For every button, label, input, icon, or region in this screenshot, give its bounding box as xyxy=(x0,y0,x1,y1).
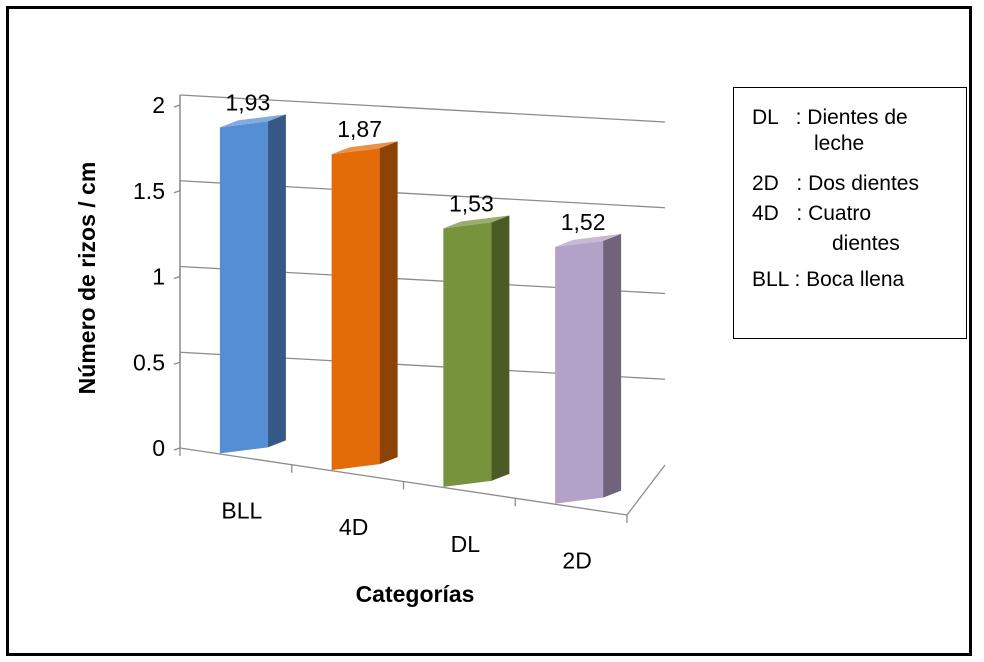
legend-text: Dos dientes xyxy=(808,172,919,195)
axes xyxy=(173,104,666,523)
x-tick-label: BLL xyxy=(221,497,262,523)
legend-text: Dientes de xyxy=(807,106,908,129)
bar-side xyxy=(603,233,622,498)
legend-item-2d: 2D : Dos dientes xyxy=(752,172,919,196)
bar-2d xyxy=(555,233,622,504)
legend-code: 4D xyxy=(752,202,779,225)
y-tick-label: 1.5 xyxy=(133,178,165,204)
y-axis-title: Número de rizos / cm xyxy=(74,162,100,395)
bar-bll xyxy=(219,114,286,454)
y-tick xyxy=(173,104,181,108)
y-tick-label: 2 xyxy=(152,92,165,118)
legend-code: 2D xyxy=(752,172,779,195)
bar-front xyxy=(443,222,492,487)
labels: 0 0.5 1 1.5 2 1,93 BLL 1,87 4D 1,53 DL 1,52 2D xyxy=(133,89,605,573)
data-label: 1,53 xyxy=(449,190,494,216)
legend: DL : Dientes de leche 2D : Dos dientes 4… xyxy=(733,87,967,339)
data-label: 1,93 xyxy=(225,89,270,115)
bar-side xyxy=(267,114,286,448)
gridline xyxy=(179,94,666,123)
y-tick-label: 0.5 xyxy=(133,349,165,375)
legend-item-dl: DL : Dientes de xyxy=(752,106,908,130)
data-label: 1,52 xyxy=(561,209,606,235)
x-tick-label: DL xyxy=(451,531,481,557)
legend-sep: : xyxy=(796,202,803,225)
y-tick-label: 1 xyxy=(152,264,165,290)
floor-right-edge xyxy=(626,464,666,516)
legend-item-4d-cont: dientes xyxy=(832,232,900,255)
legend-sep: : xyxy=(795,106,802,129)
legend-text: Boca llena xyxy=(806,268,905,291)
legend-item-bll: BLL : Boca llena xyxy=(752,268,904,292)
bar-side xyxy=(379,141,398,465)
y-tick xyxy=(173,447,181,451)
legend-sep: : xyxy=(796,172,803,195)
bar-side xyxy=(491,215,510,481)
legend-text: Cuatro xyxy=(808,202,872,225)
y-tick-label: 0 xyxy=(152,435,165,461)
legend-code: DL xyxy=(752,106,779,129)
bar-front xyxy=(555,240,604,504)
x-axis-title: Categorías xyxy=(356,581,475,607)
bar-front xyxy=(331,148,380,471)
bars xyxy=(219,114,622,504)
data-label: 1,87 xyxy=(337,116,382,142)
bar-front xyxy=(219,121,268,454)
bar-top xyxy=(331,141,398,155)
bar-top xyxy=(443,215,510,229)
y-tick xyxy=(173,190,181,194)
legend-code: BLL xyxy=(752,268,789,291)
x-tick-label: 2D xyxy=(562,548,591,574)
bar-top xyxy=(555,233,622,247)
y-tick xyxy=(173,275,181,280)
legend-item-dl-cont: leche xyxy=(814,132,865,155)
legend-sep: : xyxy=(794,268,801,291)
bar-4d xyxy=(331,141,398,471)
y-tick xyxy=(173,361,181,365)
legend-item-4d: 4D : Cuatro xyxy=(752,202,871,226)
bar-top xyxy=(219,114,286,128)
bar-dl xyxy=(443,215,510,487)
x-tick-label: 4D xyxy=(339,514,368,540)
